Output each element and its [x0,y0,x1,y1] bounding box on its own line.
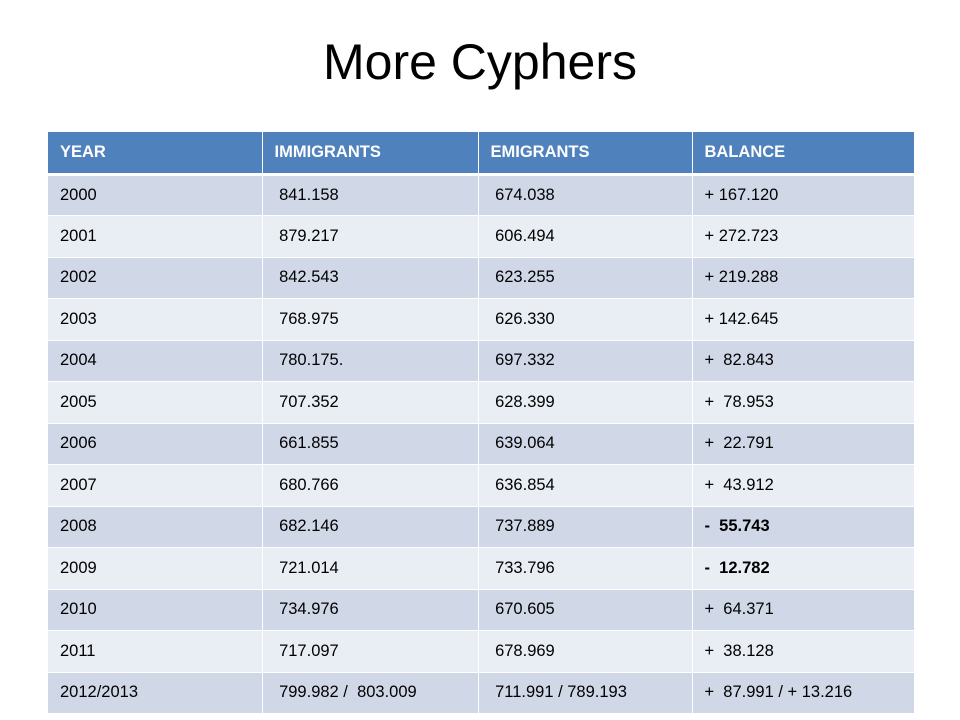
cell-year: 2000 [48,174,263,216]
cell-emigrants: 623.255 [478,257,693,299]
cell-immigrants: 682.146 [262,506,479,548]
cell-year: 2005 [48,381,263,424]
cell-year: 2003 [48,298,263,341]
cell-balance: + 142.645 [692,298,914,341]
table-row: 2002 842.543 623.255 + 219.288 [48,257,914,299]
cell-balance: - 55.743 [692,506,914,548]
table-header: YEAR IMMIGRANTS EMIGRANTS BALANCE [48,132,914,176]
cell-balance: + 22.791 [692,423,914,465]
cell-year: 2010 [48,589,263,631]
cell-immigrants: 879.217 [262,215,479,258]
column-header-immigrants: IMMIGRANTS [262,132,479,176]
cell-emigrants: 678.969 [478,630,693,673]
table-row: 2009 721.014 733.796 - 12.782 [48,547,914,590]
cell-balance: + 219.288 [692,257,914,299]
table-body: 2000 841.158 674.038 + 167.120 2001 879.… [48,174,914,714]
cell-balance: + 38.128 [692,630,914,673]
column-header-balance: BALANCE [692,132,914,176]
cell-year: 2012/2013 [48,672,263,714]
table-row: 2000 841.158 674.038 + 167.120 [48,174,914,216]
column-header-emigrants: EMIGRANTS [478,132,693,176]
cell-immigrants: 768.975 [262,298,479,341]
cell-balance: + 64.371 [692,589,914,631]
cell-emigrants: 674.038 [478,174,693,216]
cell-immigrants: 717.097 [262,630,479,673]
cell-immigrants: 799.982 / 803.009 [262,672,479,714]
cell-immigrants: 721.014 [262,547,479,590]
migration-table: YEAR IMMIGRANTS EMIGRANTS BALANCE 2000 8… [48,132,914,714]
cell-balance: + 87.991 / + 13.216 [692,672,914,714]
table-row: 2008 682.146 737.889 - 55.743 [48,506,914,548]
cell-emigrants: 628.399 [478,381,693,424]
cell-balance: + 78.953 [692,381,914,424]
cell-immigrants: 841.158 [262,174,479,216]
cell-year: 2007 [48,464,263,507]
cell-emigrants: 697.332 [478,340,693,382]
table-row: 2004 780.175. 697.332 + 82.843 [48,340,914,382]
table-row: 2011 717.097 678.969 + 38.128 [48,630,914,673]
cell-year: 2002 [48,257,263,299]
cell-emigrants: 711.991 / 789.193 [478,672,693,714]
table-row: 2007 680.766 636.854 + 43.912 [48,464,914,507]
cell-emigrants: 639.064 [478,423,693,465]
cell-immigrants: 661.855 [262,423,479,465]
cell-year: 2006 [48,423,263,465]
cell-year: 2001 [48,215,263,258]
table-row: 2001 879.217 606.494 + 272.723 [48,215,914,258]
cell-balance: + 272.723 [692,215,914,258]
table-row: 2012/2013 799.982 / 803.009 711.991 / 78… [48,672,914,714]
table-row: 2005 707.352 628.399 + 78.953 [48,381,914,424]
cell-emigrants: 636.854 [478,464,693,507]
cell-year: 2011 [48,630,263,673]
column-header-year: YEAR [48,132,263,176]
cell-balance: + 167.120 [692,174,914,216]
cell-emigrants: 737.889 [478,506,693,548]
cell-year: 2004 [48,340,263,382]
cell-year: 2008 [48,506,263,548]
table-row: 2010 734.976 670.605 + 64.371 [48,589,914,631]
cell-emigrants: 670.605 [478,589,693,631]
cell-balance: + 43.912 [692,464,914,507]
cell-immigrants: 707.352 [262,381,479,424]
cell-immigrants: 734.976 [262,589,479,631]
cell-immigrants: 780.175. [262,340,479,382]
cell-emigrants: 626.330 [478,298,693,341]
cell-emigrants: 606.494 [478,215,693,258]
cell-immigrants: 842.543 [262,257,479,299]
table-row: 2006 661.855 639.064 + 22.791 [48,423,914,465]
table-row: 2003 768.975 626.330 + 142.645 [48,298,914,341]
cell-emigrants: 733.796 [478,547,693,590]
cell-balance: - 12.782 [692,547,914,590]
slide-title: More Cyphers [323,34,637,90]
cell-balance: + 82.843 [692,340,914,382]
table-header-row: YEAR IMMIGRANTS EMIGRANTS BALANCE [48,132,914,176]
cell-year: 2009 [48,547,263,590]
cell-immigrants: 680.766 [262,464,479,507]
